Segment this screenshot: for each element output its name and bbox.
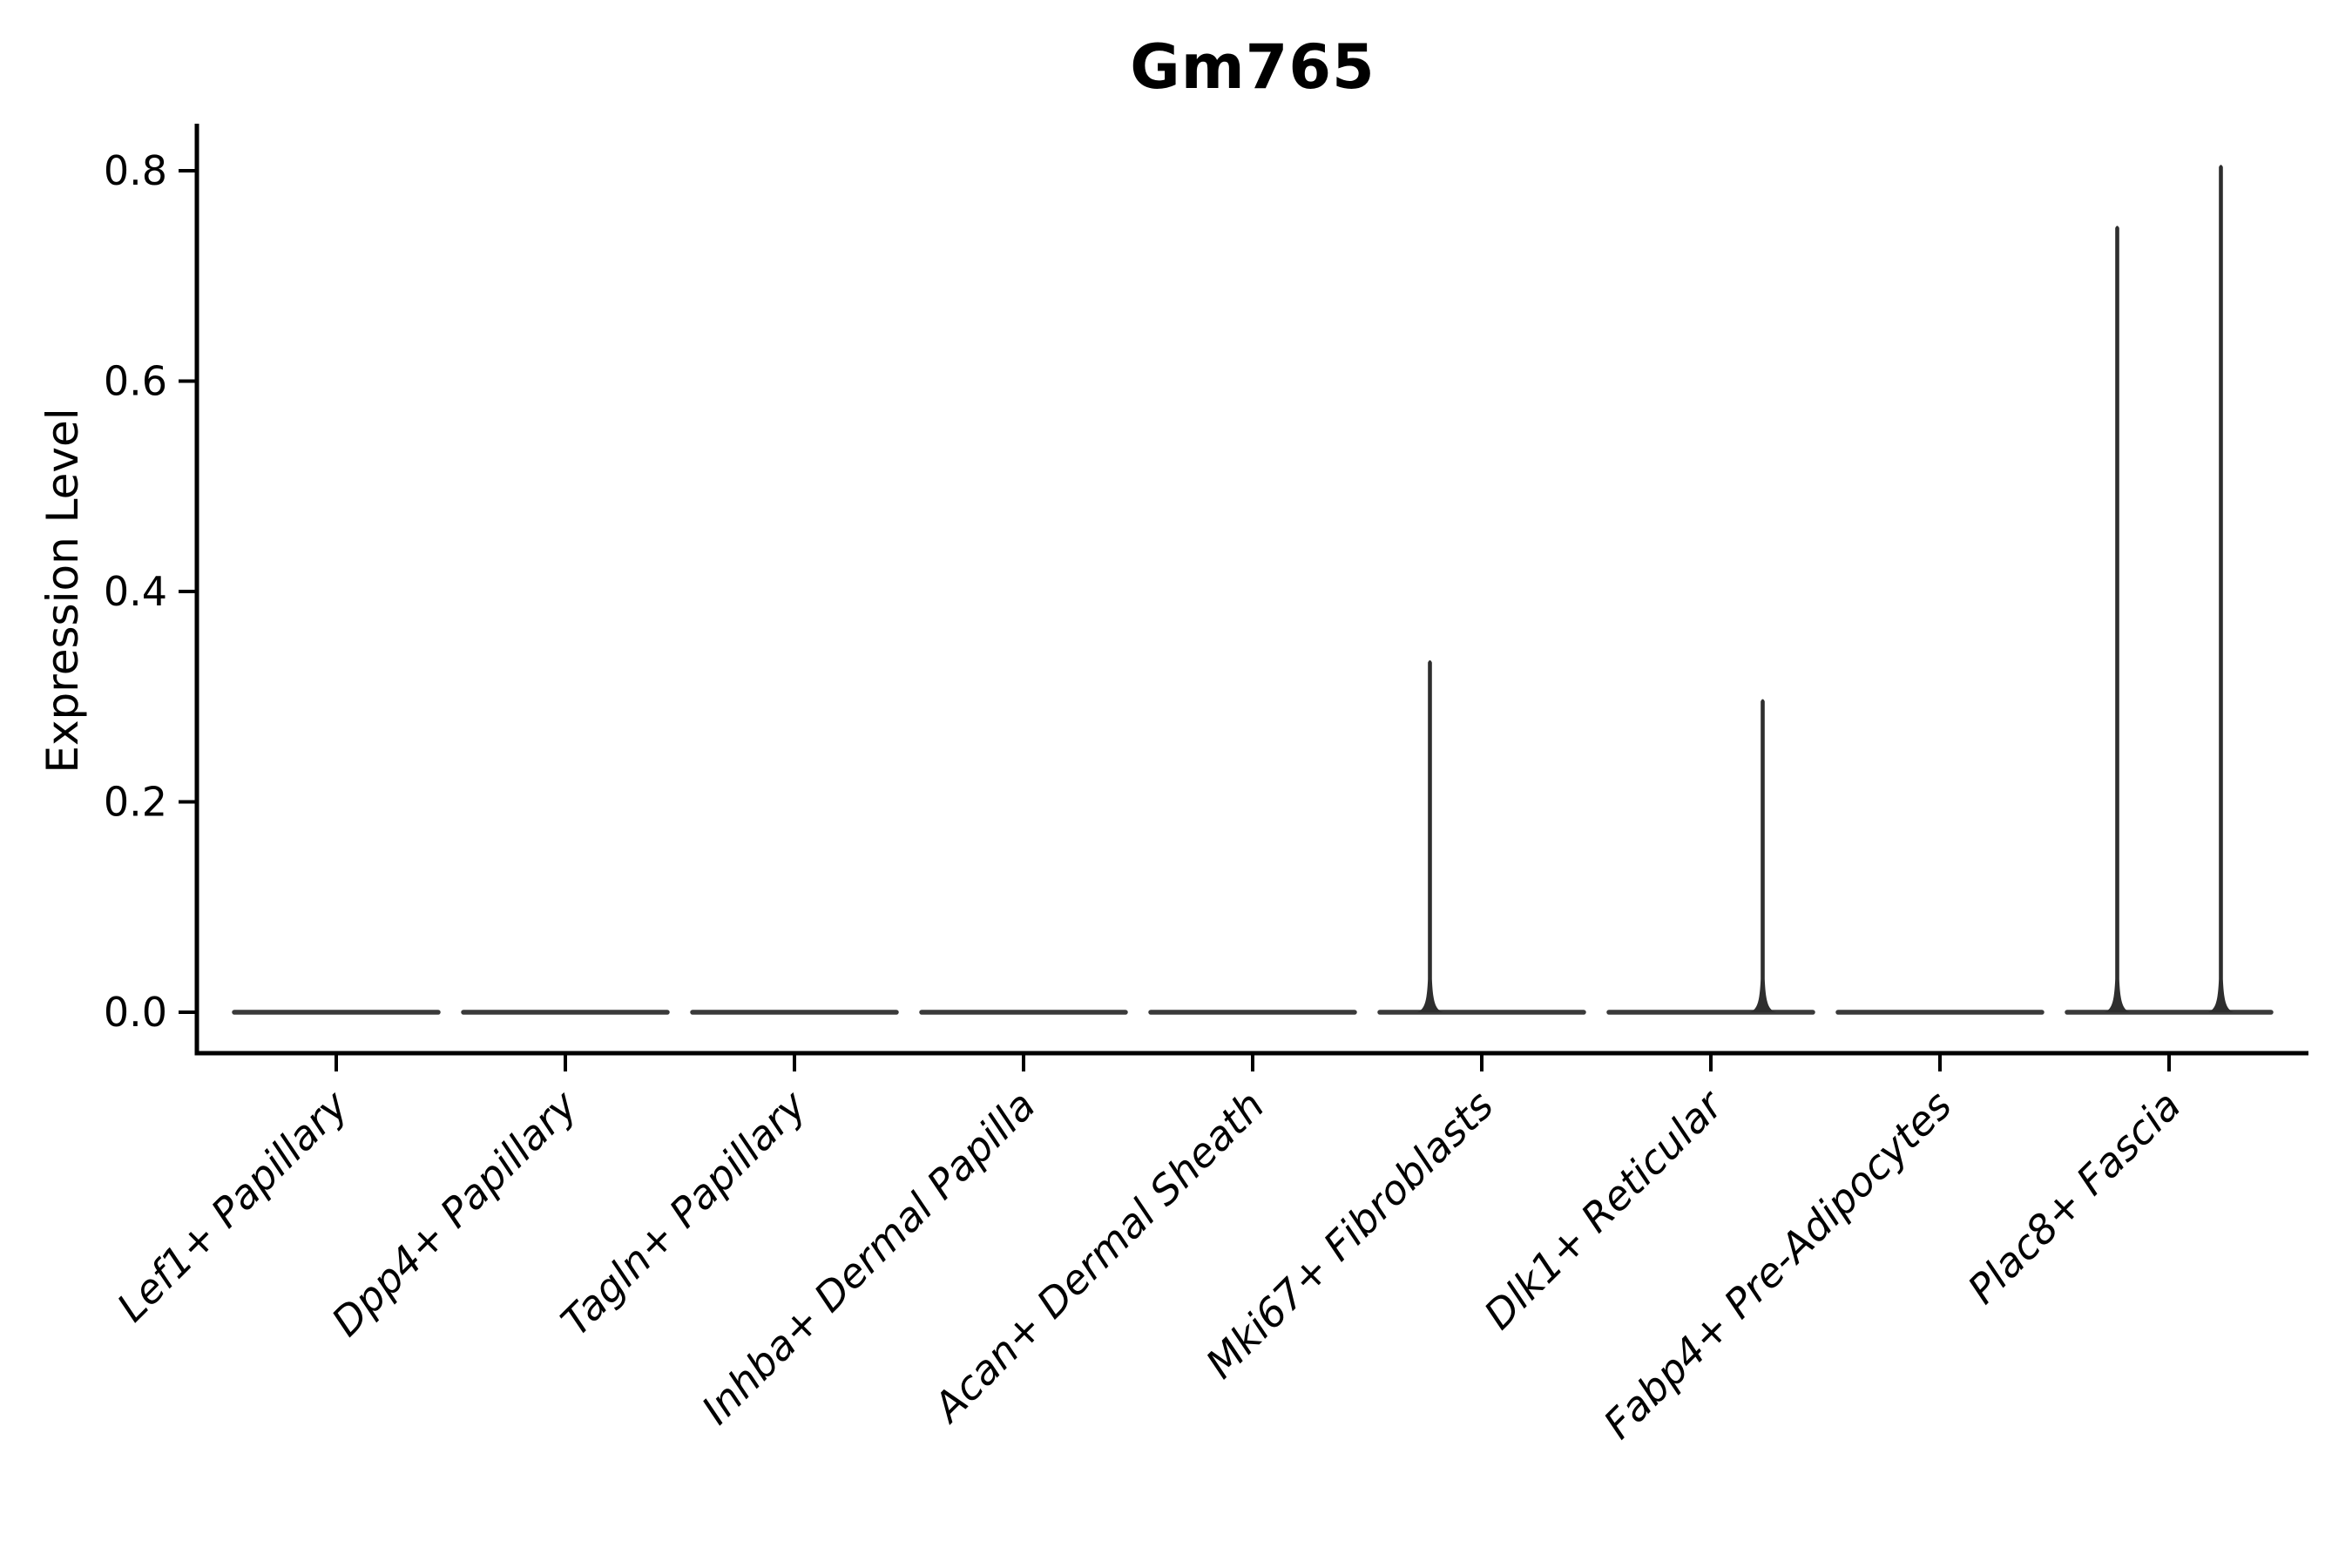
- violin-spike: [1416, 659, 1443, 1012]
- y-tick-label: 0.0: [104, 989, 167, 1036]
- x-tick-label: Lef1+ Papillary: [108, 1081, 357, 1330]
- violin-spike: [1749, 699, 1776, 1012]
- violin-spike: [2207, 165, 2234, 1012]
- violin-spike: [2104, 226, 2131, 1012]
- chart-title: Gm765: [1130, 31, 1375, 103]
- x-tick-label: Dpp4+ Papillary: [322, 1081, 586, 1345]
- y-tick-label: 0.6: [104, 358, 167, 405]
- x-tick-label: Dlk1+ Reticular: [1475, 1079, 1734, 1338]
- y-tick-label: 0.2: [104, 779, 167, 826]
- y-tick-label: 0.4: [104, 568, 167, 615]
- x-tick-label: Plac8+ Fascia: [1958, 1082, 2189, 1313]
- y-tick-label: 0.8: [104, 147, 167, 194]
- axis-spines: [194, 124, 2308, 1056]
- x-tick-label: Tagln+ Papillary: [551, 1081, 815, 1345]
